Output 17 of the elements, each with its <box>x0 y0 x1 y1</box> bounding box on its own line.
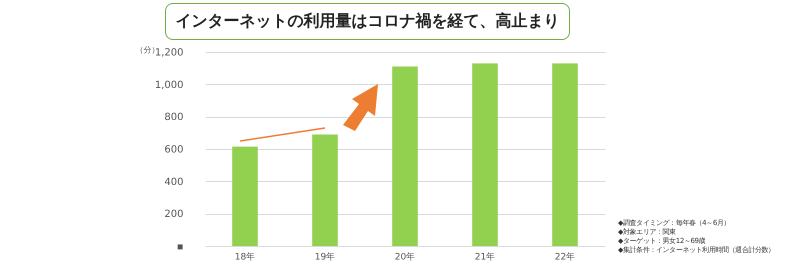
y-tick-label: 800 <box>164 112 184 124</box>
bar <box>472 63 498 246</box>
x-tick-label: 18年 <box>234 252 256 262</box>
x-tick-label: 20年 <box>394 252 416 262</box>
y-tick-label: 1,000 <box>154 80 184 91</box>
y-tick-label: 200 <box>164 209 184 220</box>
y-tick-label: 400 <box>164 176 184 188</box>
chart-title: インターネットの利用量はコロナ禍を経て、高止まり <box>165 3 570 40</box>
y-tick-label: ▪ <box>176 242 184 252</box>
x-tick-label: 22年 <box>554 252 576 262</box>
y-tick-label: 600 <box>164 144 184 156</box>
x-tick-label: 19年 <box>314 252 336 262</box>
bar <box>312 134 338 246</box>
bar <box>232 146 258 246</box>
bar <box>392 66 418 246</box>
x-tick-label: 21年 <box>474 252 496 262</box>
bar <box>552 63 578 246</box>
